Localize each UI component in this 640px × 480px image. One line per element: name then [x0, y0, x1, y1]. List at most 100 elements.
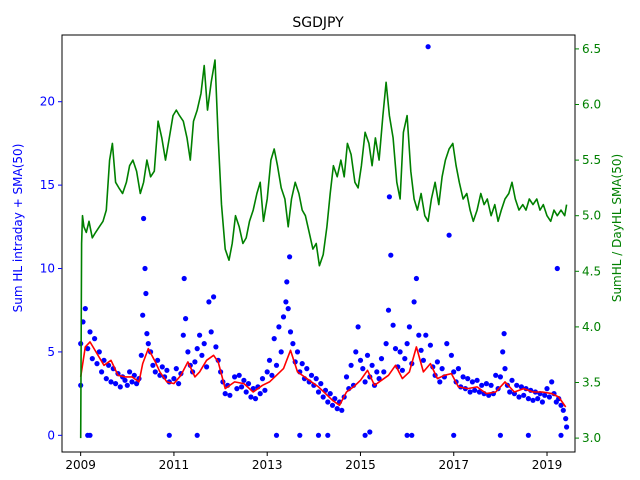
scatter-point	[501, 331, 507, 337]
right-y-tick-label: 5.5	[582, 153, 601, 167]
x-tick-label: 2013	[252, 458, 283, 472]
scatter-point	[411, 299, 417, 305]
plot-frame	[61, 34, 576, 453]
scatter-point	[558, 432, 564, 438]
scatter-point	[152, 369, 158, 375]
scatter-point	[315, 432, 322, 438]
scatter-point	[451, 369, 457, 375]
scatter-point	[194, 432, 200, 438]
x-tick-label: 2015	[345, 458, 376, 472]
sma-line	[79, 341, 567, 408]
scatter-point	[444, 341, 450, 347]
scatter-point	[558, 402, 564, 408]
scatter-point	[386, 194, 392, 200]
x-tick-label: 2009	[65, 458, 96, 472]
scatter-point	[262, 387, 268, 393]
scatter-point	[134, 381, 140, 387]
scatter-point	[376, 376, 382, 382]
scatter-point	[332, 396, 338, 402]
scatter-point	[325, 432, 331, 438]
scatter-point	[294, 349, 301, 355]
scatter-point	[142, 265, 148, 272]
scatter-point	[325, 399, 331, 405]
scatter-point	[467, 389, 473, 395]
scatter-point	[425, 44, 431, 50]
scatter-point	[476, 389, 482, 395]
scatter-point	[269, 372, 275, 378]
scatter-point	[315, 389, 322, 395]
scatter-point	[374, 369, 380, 375]
scatter-point	[472, 387, 478, 393]
scatter-point	[525, 432, 532, 438]
scatter-point	[159, 364, 165, 370]
scatter-point	[227, 392, 233, 398]
scatter-point	[406, 324, 412, 330]
right-y-tick-label: 3.0	[582, 431, 601, 445]
ratio-line	[79, 59, 568, 439]
left-y-tick-label: 0	[47, 428, 55, 442]
left-y-axis: 0 5 10 15 20	[40, 95, 62, 442]
scatter-point	[222, 391, 228, 397]
scatter-point	[243, 389, 249, 395]
right-y-tick-label: 6.5	[582, 42, 601, 56]
scatter-point	[434, 359, 440, 365]
scatter-point	[514, 382, 520, 388]
scatter-point	[546, 394, 553, 400]
scatter-point	[239, 384, 245, 390]
scatter-point	[103, 376, 109, 382]
scatter-point	[206, 299, 212, 305]
scatter-point	[113, 381, 119, 387]
scatter-point	[488, 382, 494, 388]
scatter-point	[530, 397, 536, 403]
left-y-tick-label: 10	[40, 262, 55, 276]
scatter-point	[563, 416, 569, 422]
scatter-point	[427, 342, 433, 348]
scatter-point	[390, 322, 396, 328]
scatter-point	[166, 432, 172, 438]
scatter-point	[404, 432, 410, 438]
scatter-point	[127, 369, 133, 375]
scatter-point	[234, 386, 240, 392]
scatter-point	[542, 392, 548, 398]
scatter-point	[150, 362, 156, 368]
scatter-point	[245, 381, 252, 387]
scatter-point	[360, 366, 366, 372]
scatter-point	[236, 372, 242, 378]
scatter-point	[271, 336, 277, 342]
scatter-point	[87, 329, 93, 335]
scatter-point	[99, 369, 105, 375]
scatter-point	[313, 376, 319, 382]
x-tick-label: 2019	[532, 458, 563, 472]
scatter-point	[493, 372, 499, 378]
right-y-tick-label: 4.5	[582, 264, 601, 278]
scatter-point	[416, 332, 422, 338]
x-tick-label: 2017	[438, 458, 469, 472]
scatter-point	[213, 344, 219, 350]
scatter-point	[122, 377, 128, 383]
scatter-point	[299, 361, 305, 367]
scatter-point	[500, 349, 506, 355]
right-y-axis: 3.0 3.5 4.0 4.5 5.0 5.5 6.0 6.5	[575, 42, 601, 445]
scatter-point	[96, 349, 102, 355]
scatter-point	[439, 366, 445, 372]
scatter-point	[94, 361, 100, 367]
scatter-point	[92, 336, 98, 342]
scatter-point	[82, 306, 88, 312]
scatter-point	[448, 352, 454, 358]
scatter-point	[516, 394, 522, 400]
scatter-point	[497, 374, 503, 380]
plot-marks	[78, 44, 570, 439]
scatter-point	[413, 275, 419, 282]
scatter-point	[560, 407, 566, 413]
scatter-point	[544, 386, 550, 392]
scatter-point	[525, 396, 532, 402]
scatter-point	[507, 389, 513, 395]
scatter-point	[327, 391, 333, 397]
scatter-point	[264, 369, 270, 375]
scatter-point	[143, 290, 149, 297]
scatter-point	[144, 331, 150, 337]
scatter-point	[549, 379, 555, 385]
scatter-point	[437, 379, 443, 385]
scatter-point	[290, 341, 296, 347]
scatter-point	[287, 329, 294, 335]
